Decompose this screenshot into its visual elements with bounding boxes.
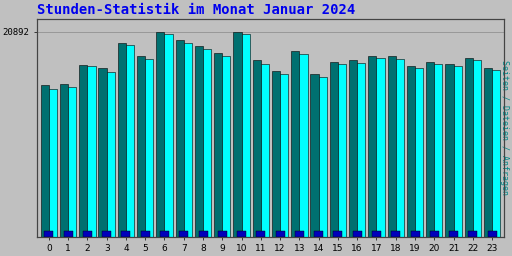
Bar — [330, 62, 338, 237]
Bar — [195, 46, 203, 237]
Bar — [126, 45, 134, 237]
Bar — [233, 32, 242, 237]
Bar — [487, 231, 497, 237]
Bar — [391, 231, 400, 237]
Bar — [338, 64, 346, 237]
Bar — [63, 231, 73, 237]
Bar — [68, 87, 76, 237]
Bar — [121, 231, 131, 237]
Bar — [449, 231, 458, 237]
Bar — [484, 68, 492, 237]
Bar — [411, 231, 419, 237]
Bar — [388, 56, 396, 237]
Bar — [492, 70, 500, 237]
Bar — [357, 62, 366, 237]
Bar — [415, 68, 423, 237]
Bar — [353, 231, 361, 237]
Bar — [164, 34, 173, 237]
Bar — [314, 231, 323, 237]
Bar — [333, 231, 343, 237]
Y-axis label: Seiten / Dateien / Anfragen: Seiten / Dateien / Anfragen — [500, 60, 509, 196]
Bar — [49, 89, 57, 237]
Bar — [426, 61, 434, 237]
Bar — [295, 231, 304, 237]
Bar — [280, 74, 288, 237]
Bar — [318, 77, 327, 237]
Bar — [160, 231, 169, 237]
Bar — [40, 85, 49, 237]
Bar — [79, 65, 88, 237]
Bar — [465, 58, 473, 237]
Bar — [242, 34, 250, 237]
Bar — [102, 231, 111, 237]
Bar — [261, 64, 269, 237]
Bar — [106, 72, 115, 237]
Text: Stunden-Statistik im Monat Januar 2024: Stunden-Statistik im Monat Januar 2024 — [37, 3, 355, 17]
Bar — [45, 231, 53, 237]
Bar — [137, 56, 145, 237]
Bar — [257, 231, 265, 237]
Bar — [83, 231, 92, 237]
Bar — [275, 231, 285, 237]
Bar — [176, 40, 184, 237]
Bar — [376, 58, 385, 237]
Bar — [430, 231, 439, 237]
Bar — [184, 43, 192, 237]
Bar — [98, 68, 106, 237]
Bar — [214, 53, 222, 237]
Bar — [434, 64, 442, 237]
Bar — [468, 231, 477, 237]
Bar — [473, 60, 481, 237]
Bar — [179, 231, 188, 237]
Bar — [203, 49, 211, 237]
Bar — [88, 66, 96, 237]
Bar — [445, 64, 454, 237]
Bar — [222, 56, 230, 237]
Bar — [156, 32, 164, 237]
Bar — [349, 60, 357, 237]
Bar — [145, 59, 154, 237]
Bar — [310, 74, 318, 237]
Bar — [454, 66, 462, 237]
Bar — [372, 231, 381, 237]
Bar — [60, 84, 68, 237]
Bar — [368, 56, 376, 237]
Bar — [396, 59, 404, 237]
Bar — [272, 71, 280, 237]
Bar — [252, 60, 261, 237]
Bar — [118, 42, 126, 237]
Bar — [218, 231, 227, 237]
Bar — [237, 231, 246, 237]
Bar — [300, 54, 308, 237]
Bar — [141, 231, 150, 237]
Bar — [291, 51, 300, 237]
Bar — [199, 231, 207, 237]
Bar — [407, 66, 415, 237]
